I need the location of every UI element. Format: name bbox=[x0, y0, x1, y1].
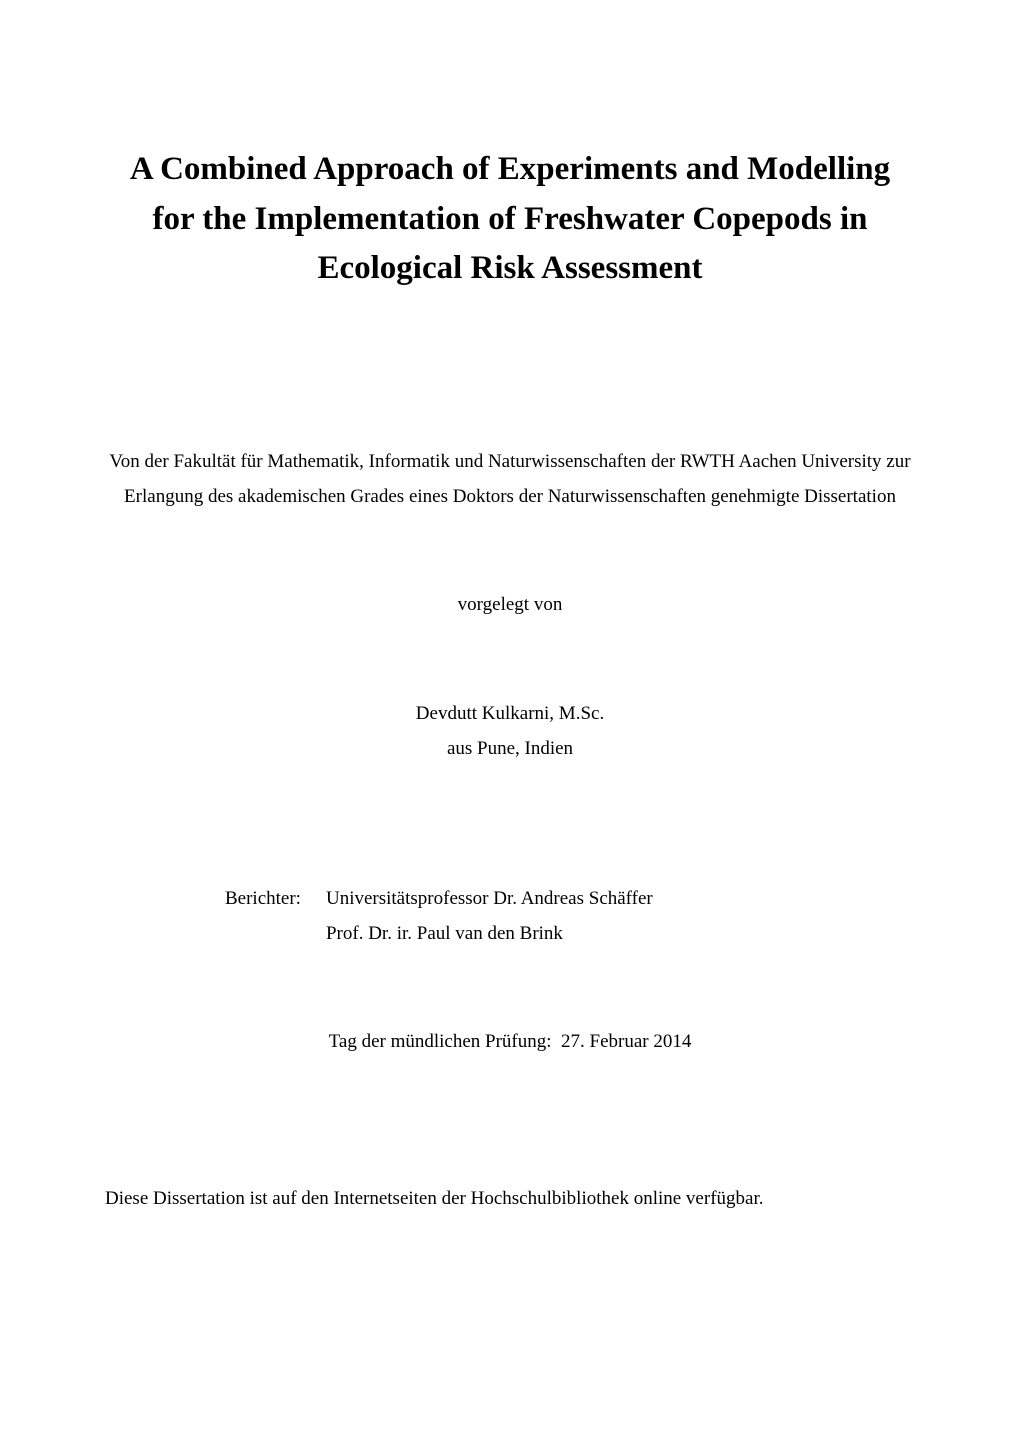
author-origin: aus Pune, Indien bbox=[105, 731, 915, 766]
faculty-statement: Von der Fakultät für Mathematik, Informa… bbox=[105, 444, 915, 514]
author-block: Devdutt Kulkarni, M.Sc. aus Pune, Indien bbox=[105, 696, 915, 766]
dissertation-title: A Combined Approach of Experiments and M… bbox=[105, 145, 915, 294]
exam-date: Tag der mündlichen Prüfung: 27. Februar … bbox=[105, 1031, 915, 1053]
exam-date-label: Tag der mündlichen Prüfung: bbox=[329, 1031, 552, 1052]
reviewers-block: Berichter: Universitätsprofessor Dr. And… bbox=[105, 881, 915, 951]
author-name: Devdutt Kulkarni, M.Sc. bbox=[105, 696, 915, 731]
reviewer-name-2: Prof. Dr. ir. Paul van den Brink bbox=[326, 916, 653, 951]
exam-date-value: 27. Februar 2014 bbox=[561, 1031, 691, 1052]
submitted-by-label: vorgelegt von bbox=[105, 594, 915, 616]
reviewers-label: Berichter: bbox=[225, 881, 326, 951]
availability-note: Diese Dissertation ist auf den Internets… bbox=[105, 1188, 915, 1210]
reviewer-name-1: Universitätsprofessor Dr. Andreas Schäff… bbox=[326, 881, 653, 916]
